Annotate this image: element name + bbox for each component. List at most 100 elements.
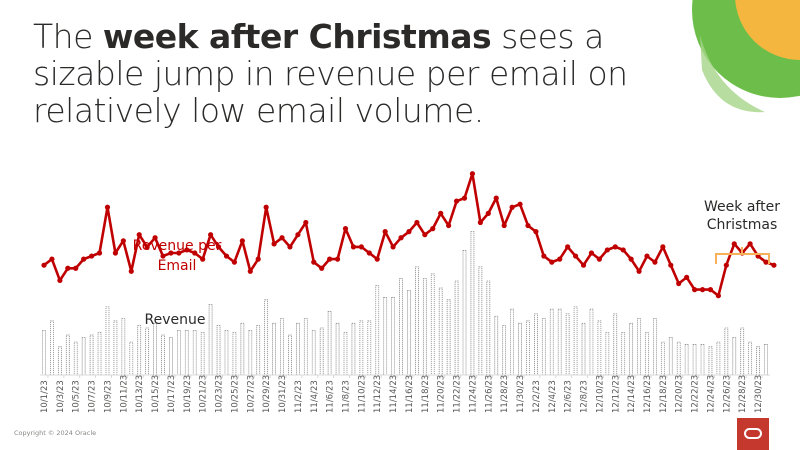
x-tick-label: 12/20/23 [675, 375, 685, 413]
x-tick-label: 10/29/23 [262, 375, 272, 413]
revenue-per-email-point [398, 235, 404, 241]
revenue-per-email-point [168, 250, 174, 256]
revenue-bar [105, 306, 110, 376]
x-tick-label: 10/31/23 [278, 375, 288, 413]
revenue-per-email-point [49, 256, 55, 262]
x-tick-label: 12/18/23 [659, 375, 669, 413]
revenue-bar [343, 332, 348, 376]
revenue-bar [327, 311, 332, 376]
revenue-per-email-point [215, 244, 222, 250]
revenue-per-email-point [128, 268, 134, 274]
revenue-bar [216, 325, 221, 376]
slide-title: The week after Christmas sees a sizable … [33, 18, 673, 129]
x-tick-label: 11/8/23 [341, 380, 351, 413]
revenue-bar [557, 308, 562, 376]
revenue-per-email-point [374, 256, 380, 262]
x-tick-label: 12/4/23 [548, 380, 558, 413]
revenue-per-email-point [628, 256, 634, 262]
revenue-bar [502, 325, 507, 376]
title-emphasis: week after Christmas [102, 17, 492, 56]
revenue-per-email-point [255, 256, 261, 262]
revenue-bar [351, 322, 356, 376]
revenue-per-email-point [192, 250, 198, 256]
revenue-per-email-point [604, 247, 610, 253]
revenue-per-email-point [699, 287, 706, 293]
revenue-bar [81, 336, 86, 376]
x-tick-label: 11/10/23 [357, 375, 367, 413]
revenue-bar [605, 332, 610, 376]
x-tick-label: 10/13/23 [135, 375, 145, 413]
x-tick-label: 12/28/23 [738, 375, 748, 413]
revenue-bar [684, 344, 689, 376]
revenue-bar [764, 344, 768, 376]
revenue-bar [224, 329, 229, 376]
x-tick-label: 12/26/23 [722, 375, 732, 413]
revenue-bar [534, 313, 538, 376]
revenue-bar [288, 334, 292, 376]
x-tick-label: 12/10/23 [595, 375, 605, 413]
revenue-per-email-point [438, 210, 444, 216]
annotation-bracket [715, 247, 770, 264]
revenue-bar [589, 308, 594, 376]
revenue-per-email-point [414, 219, 420, 226]
revenue-per-email-point [231, 259, 238, 265]
revenue-per-email-point [469, 171, 476, 177]
chart: 10/1/23 10/3/23 10/5/23 10/7/23 10/9/23 10/11… [40, 171, 780, 413]
x-tick-label: 12/8/23 [580, 380, 590, 413]
x-tick-label: 10/21/23 [199, 375, 209, 413]
revenue-bar [708, 346, 713, 376]
revenue-bar [176, 329, 181, 376]
revenue-bar [184, 329, 189, 376]
x-tick-label: 12/22/23 [691, 375, 701, 413]
revenue-per-email-point [453, 198, 460, 204]
revenue-bar [494, 315, 499, 376]
revenue-per-email-line [43, 172, 775, 297]
revenue-bar [97, 332, 102, 376]
revenue-per-email-point [112, 250, 119, 256]
annotation-week-after-2: Christmas [707, 217, 778, 233]
revenue-per-email-point [541, 253, 547, 259]
revenue-per-email-point [184, 247, 190, 253]
revenue-per-email-point [319, 265, 325, 271]
revenue-per-email-point [239, 238, 245, 244]
revenue-per-email-point [477, 219, 483, 226]
revenue-bar [621, 332, 626, 376]
revenue-per-email-point [223, 253, 230, 259]
revenue-per-email-point [668, 262, 674, 268]
revenue-per-email-point [271, 241, 277, 247]
revenue-per-email-point [327, 256, 333, 262]
revenue-bar [335, 322, 340, 376]
x-tick-label: 10/15/23 [151, 375, 161, 413]
revenue-bar [169, 336, 173, 376]
revenue-bar [248, 329, 253, 376]
x-tick-label: 10/19/23 [183, 375, 193, 413]
x-tick-label: 11/20/23 [437, 375, 447, 413]
revenue-bar [629, 322, 634, 376]
revenue-per-email-point [572, 253, 579, 259]
revenue-per-email-point [588, 250, 595, 256]
revenue-bar [526, 320, 530, 376]
x-tick-label: 11/18/23 [421, 375, 431, 413]
x-tick-label: 10/11/23 [119, 375, 129, 413]
x-tick-label: 11/2/23 [294, 380, 304, 413]
revenue-bars [42, 231, 768, 376]
revenue-bar [645, 332, 649, 376]
revenue-per-email-point [430, 226, 436, 232]
revenue-bar [161, 334, 165, 376]
revenue-per-email-point [676, 280, 682, 287]
revenue-bar [73, 341, 78, 376]
revenue-bar [748, 341, 753, 376]
revenue-per-email-point [303, 219, 309, 226]
revenue-bar [573, 306, 578, 376]
revenue-per-email-point [176, 250, 182, 256]
revenue-per-email-point [57, 277, 63, 284]
revenue-per-email-point [358, 244, 364, 250]
revenue-per-email-point [763, 259, 769, 265]
revenue-bar [613, 313, 618, 376]
revenue-per-email-point [390, 244, 396, 250]
revenue-per-email-point [731, 241, 737, 247]
x-tick-label: 12/2/23 [532, 380, 542, 413]
revenue-per-email-point [89, 253, 95, 259]
revenue-per-email-point [652, 259, 658, 265]
revenue-bar [541, 318, 546, 376]
